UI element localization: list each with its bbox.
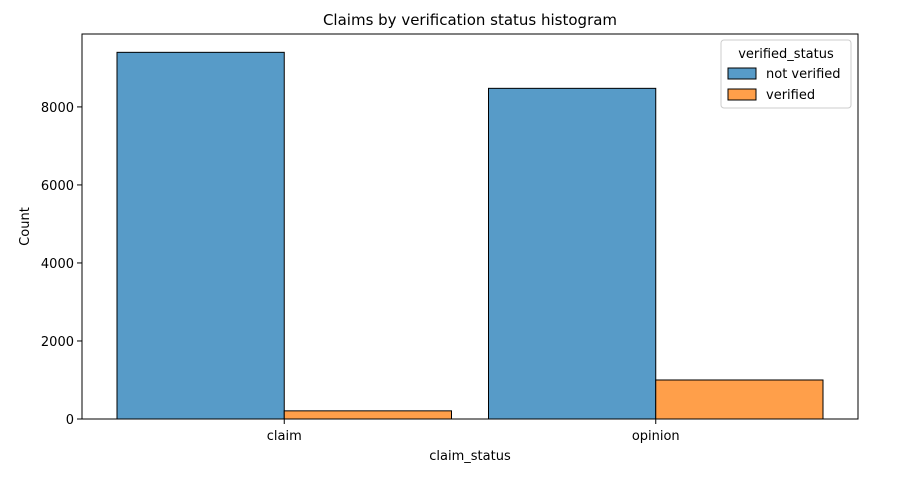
legend-swatch-not-verified: [727, 67, 757, 80]
legend: verified_status not verified verified: [720, 39, 852, 109]
bar-claim-verified: [283, 410, 452, 420]
y-tick-label-0: 0: [66, 413, 74, 428]
x-tick-label-claim: claim: [267, 429, 302, 444]
bar-opinion-verified: [655, 379, 824, 420]
legend-swatch-verified: [727, 88, 757, 101]
bar-claim-not-verified: [116, 51, 285, 420]
plot-area: [116, 51, 824, 420]
chart-title: Claims by verification status histogram: [323, 11, 617, 29]
y-tick-label-4000: 4000: [41, 257, 74, 272]
axis-ticks: claim opinion 0 2000 4000 6000 8000: [41, 101, 680, 444]
x-tick-label-opinion: opinion: [632, 429, 680, 444]
axes-frame: [81, 33, 859, 420]
legend-label-not-verified: not verified: [766, 67, 841, 82]
bar-opinion-not-verified: [488, 87, 657, 420]
y-tick-label-2000: 2000: [41, 335, 74, 350]
y-tick-label-6000: 6000: [41, 179, 74, 194]
y-axis-label: Count: [18, 207, 33, 246]
legend-title: verified_status: [738, 47, 834, 62]
x-axis-label: claim_status: [429, 449, 511, 464]
legend-label-verified: verified: [766, 88, 815, 103]
y-tick-label-8000: 8000: [41, 101, 74, 116]
